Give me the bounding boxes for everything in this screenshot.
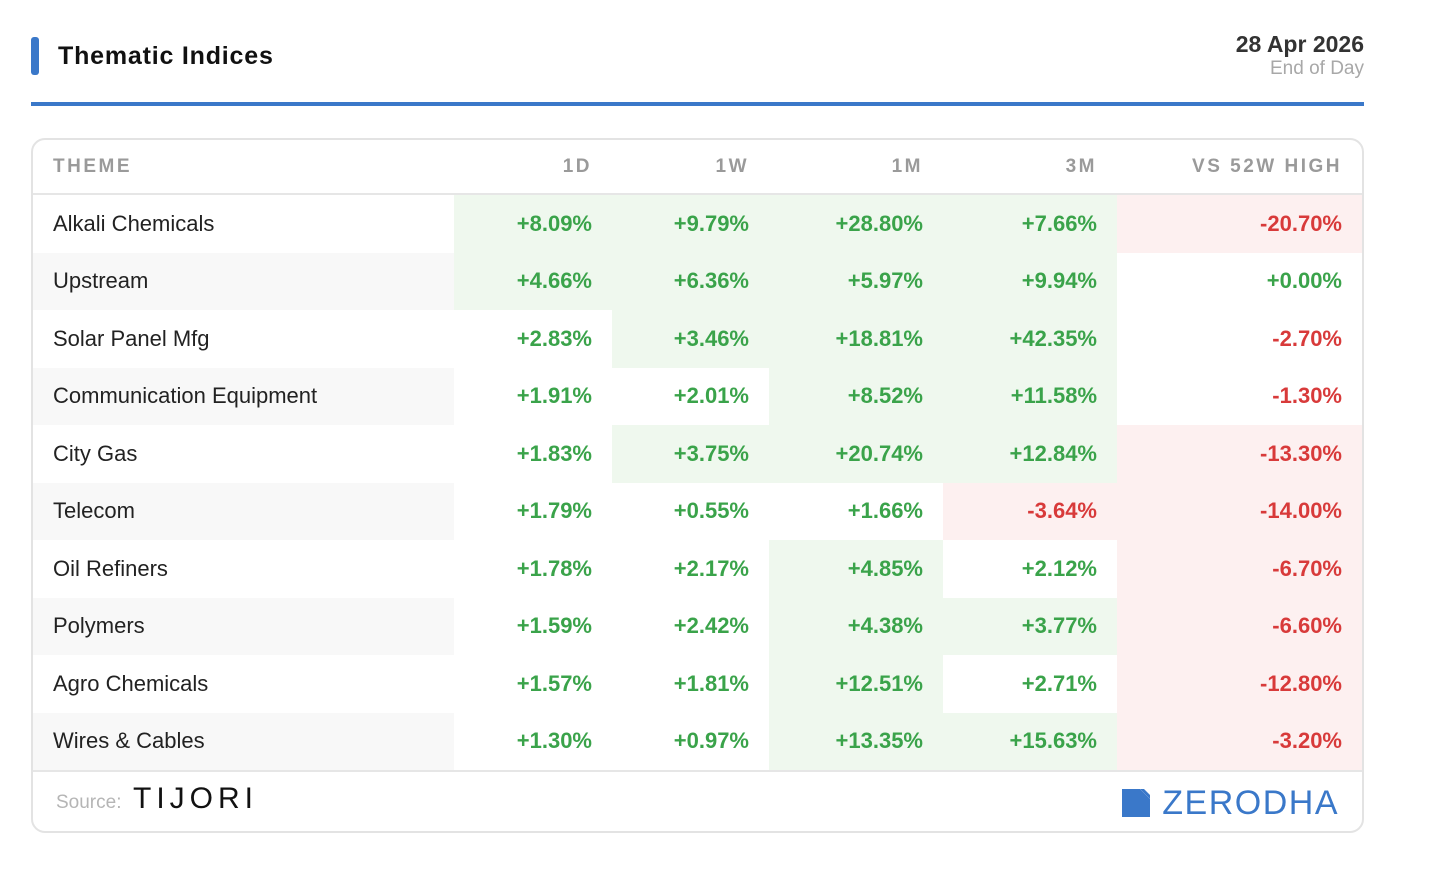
theme-name-cell: Telecom: [33, 482, 454, 540]
value-cell-1m: +12.51%: [769, 655, 943, 713]
table-row: Oil Refiners +1.78% +2.17% +4.85% +2.12% -6.7…: [33, 540, 1362, 598]
report-period: End of Day: [1270, 58, 1364, 79]
value-cell-1w: +2.42%: [673, 613, 749, 639]
theme-name-cell: Solar Panel Mfg: [53, 325, 210, 351]
value-cell-1m: +20.74%: [769, 425, 943, 483]
page-title: Thematic Indices: [58, 42, 274, 70]
value-cell-1d: +1.57%: [516, 670, 592, 696]
value-cell-vs-52w-high: -6.70%: [1117, 540, 1362, 598]
value-cell-3m: +15.63%: [943, 712, 1117, 770]
table-row: Alkali Chemicals +8.09% +9.79% +28.80% +7.66…: [33, 194, 1362, 253]
value-cell-vs-52w-high: -3.20%: [1117, 712, 1362, 770]
indices-card: THEME 1D 1W 1M 3M VS 52W HIGH Alkali Che…: [31, 138, 1364, 833]
value-cell-1m: +8.52%: [769, 367, 943, 425]
table-body: Alkali Chemicals +8.09% +9.79% +28.80% +7.66…: [33, 194, 1362, 770]
column-header-theme: THEME: [33, 140, 454, 195]
value-cell-1d: +4.66%: [454, 252, 612, 310]
theme-name-cell: Polymers: [33, 597, 454, 655]
value-cell-1w: +0.97%: [673, 728, 749, 754]
value-cell-1d: +1.59%: [516, 613, 592, 639]
table-row: City Gas +1.83% +3.75% +20.74% +12.84% -13.30…: [33, 425, 1362, 483]
value-cell-3m: +9.94%: [943, 252, 1117, 310]
value-cell-1d: +1.83%: [516, 440, 592, 466]
brand-logo: ZERODHA: [1122, 786, 1339, 820]
column-header-3m: 3M: [943, 140, 1117, 195]
value-cell-1d: +1.78%: [516, 555, 592, 581]
zerodha-logo-icon: [1122, 789, 1151, 817]
card-footer: Source: TIJORI ZERODHA: [33, 770, 1362, 831]
value-cell-1d: +2.83%: [516, 325, 592, 351]
value-cell-vs-52w-high: -13.30%: [1117, 425, 1362, 483]
table-row: Telecom +1.79% +0.55% +1.66% -3.64% -14.00%: [33, 482, 1362, 540]
value-cell-1w: +3.75%: [612, 425, 769, 483]
value-cell-3m: +2.71%: [1021, 670, 1097, 696]
value-cell-1m: +4.85%: [769, 540, 943, 598]
value-cell-1d: +8.09%: [454, 194, 612, 253]
theme-name-cell: Wires & Cables: [33, 712, 454, 770]
theme-name-cell: Oil Refiners: [53, 555, 168, 581]
value-cell-1m: +13.35%: [769, 712, 943, 770]
table-row: Polymers +1.59% +2.42% +4.38% +3.77% -6.60%: [33, 597, 1362, 655]
value-cell-vs-52w-high: -6.60%: [1117, 597, 1362, 655]
date-block: 28 Apr 2026 End of Day: [1236, 30, 1364, 80]
theme-name-cell: Agro Chemicals: [53, 670, 209, 696]
column-header-1d: 1D: [454, 140, 612, 195]
value-cell-1w: +2.01%: [673, 383, 749, 409]
value-cell-vs-52w-high: -12.80%: [1117, 655, 1362, 713]
column-header-vs-52w-high: VS 52W HIGH: [1117, 140, 1362, 195]
value-cell-vs-52w-high: -1.30%: [1272, 383, 1342, 409]
value-cell-3m: +42.35%: [943, 310, 1117, 368]
report-date: 28 Apr 2026: [1235, 31, 1364, 57]
value-cell-vs-52w-high: -2.70%: [1272, 325, 1342, 351]
source-logo-tijori: TIJORI: [133, 782, 258, 815]
value-cell-vs-52w-high: -20.70%: [1117, 194, 1362, 253]
value-cell-3m: -3.64%: [943, 482, 1117, 540]
value-cell-1m: +5.97%: [769, 252, 943, 310]
theme-name-cell: Alkali Chemicals: [53, 210, 215, 236]
indices-table: THEME 1D 1W 1M 3M VS 52W HIGH Alkali Che…: [33, 140, 1362, 770]
table-row: Upstream +4.66% +6.36% +5.97% +9.94% +0.00%: [33, 252, 1362, 310]
value-cell-1d: +1.91%: [516, 383, 592, 409]
value-cell-1w: +2.17%: [673, 555, 749, 581]
table-row: Communication Equipment +1.91% +2.01% +8.52…: [33, 367, 1362, 425]
value-cell-3m: +7.66%: [943, 194, 1117, 253]
value-cell-3m: +11.58%: [943, 367, 1117, 425]
theme-name-cell: Communication Equipment: [33, 367, 454, 425]
value-cell-1m: +1.66%: [847, 498, 923, 524]
value-cell-1m: +4.38%: [769, 597, 943, 655]
value-cell-1w: +0.55%: [673, 498, 749, 524]
theme-name-cell: City Gas: [53, 440, 138, 466]
value-cell-3m: +12.84%: [943, 425, 1117, 483]
value-cell-1m: +28.80%: [769, 194, 943, 253]
value-cell-1d: +1.30%: [516, 728, 592, 754]
value-cell-1w: +6.36%: [612, 252, 769, 310]
source-label: Source:: [56, 792, 122, 813]
value-cell-1m: +18.81%: [769, 310, 943, 368]
brand-name: ZERODHA: [1162, 784, 1339, 822]
table-row: Wires & Cables +1.30% +0.97% +13.35% +15.63%…: [33, 712, 1362, 770]
value-cell-3m: +2.12%: [1021, 555, 1097, 581]
value-cell-vs-52w-high: +0.00%: [1266, 268, 1342, 294]
title-accent-bar: [31, 37, 39, 75]
page-header: Thematic Indices 28 Apr 2026 End of Day: [31, 30, 1364, 106]
column-header-1m: 1M: [769, 140, 943, 195]
value-cell-vs-52w-high: -14.00%: [1117, 482, 1362, 540]
value-cell-1w: +9.79%: [612, 194, 769, 253]
value-cell-1w: +3.46%: [612, 310, 769, 368]
theme-name-cell: Upstream: [33, 252, 454, 310]
value-cell-1d: +1.79%: [516, 498, 592, 524]
table-row: Agro Chemicals +1.57% +1.81% +12.51% +2.71% -…: [33, 655, 1362, 713]
table-row: Solar Panel Mfg +2.83% +3.46% +18.81% +42.35…: [33, 310, 1362, 368]
value-cell-3m: +3.77%: [943, 597, 1117, 655]
column-header-1w: 1W: [612, 140, 769, 195]
table-header-row: THEME 1D 1W 1M 3M VS 52W HIGH: [33, 140, 1362, 195]
value-cell-1w: +1.81%: [673, 670, 749, 696]
